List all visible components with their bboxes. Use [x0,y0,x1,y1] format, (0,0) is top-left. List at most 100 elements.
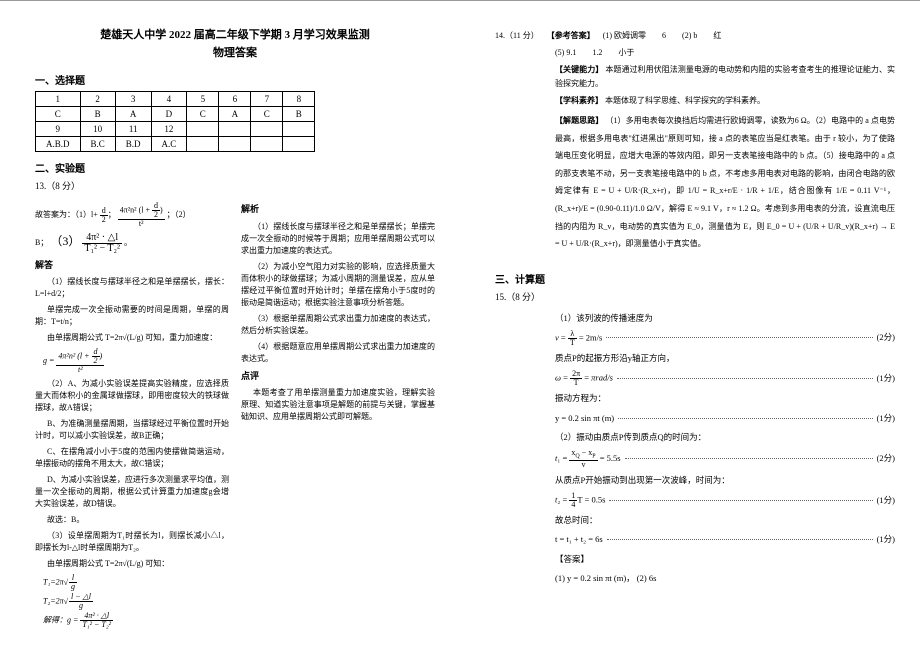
ans: (1) y = 0.2 sin πt (m)， (2) 6s [555,571,895,586]
page-left: 楚雄天人中学 2022 届高二年级下学期 3 月学习效果监测 物理答案 一、选择… [0,0,460,650]
text: （3） [50,234,80,248]
l4b: t₁ = xQ − xPv = 5.5s [555,449,621,469]
think-label: 【解题思路】 [555,116,603,125]
cell: 6 [219,92,251,107]
p: （2）A、为减小实验误差提高实验精度，应选择质量大而体积小的金属球做摆球，即用密… [35,378,229,414]
ans5-line: (5) 9.1 1.2 小于 [495,46,895,60]
cell: 7 [251,92,283,107]
dots [618,418,872,419]
ans-hdr: 【答案】 [555,552,895,567]
ans2: (2) b [682,31,697,40]
ans1: (1) 欧姆调零 [603,31,646,40]
l2b-line: ω = 2πT = πrad/s (1分) [555,370,895,387]
ans2b: 红 [713,31,721,40]
text: 故答案为：（1）l+ [35,210,98,219]
think-text: （1）多用电表每次换挡后均需进行欧姆调零，读数为6 Ω。（2）电路中的 a 点电… [555,116,895,248]
ans1b: 6 [662,31,666,40]
formula: T₁=2πlg [35,574,229,591]
cell: 9 [36,122,81,137]
q15-body: （1）该列波的传播速度为 v = λT = 2m/s (2分) 质点P的起振方形… [495,311,895,587]
pts: (1分) [877,371,895,386]
p: 由单摆周期公式 T=2π√(L/g) 可知，重力加速度： [35,332,229,344]
l6b: t = t₁ + t₂ = 6s [555,532,603,547]
l3a: 振动方程为： [555,391,895,406]
subj-label: 【学科素养】 [555,96,603,105]
pts: (2分) [877,451,895,466]
q13-given3: B； （3） 4π² · △lT₁² − T₂² 。 [35,232,229,254]
l2b: ω = 2πT = πrad/s [555,370,613,387]
cell: C [187,107,219,122]
cell: 2 [80,92,115,107]
formula: 解得：g = 4π² · △lT₁² − T₂² [35,612,229,629]
cell: 4 [151,92,187,107]
cell: A [115,107,151,122]
review-hdr: 点评 [241,370,435,384]
cell: 3 [115,92,151,107]
ref-ans-label: 【参考答案】 [547,31,595,40]
q14-label: 14.（11 分） [495,31,539,40]
p: B、为准确测量摆周期，当摆球经过平衡位置时开始计时，可以减小实验误差，故B正确； [35,418,229,442]
q14-block: 14.（11 分） 【参考答案】 (1) 欧姆调零 6 (2) b 红 (5) … [495,29,895,253]
text: ；（2） [167,210,191,219]
l4a: （2）振动由质点P传到质点Q的时间为： [555,430,895,445]
formula: T₂=2πl − △lg [35,593,229,610]
l1b-line: v = λT = 2m/s (2分) [555,330,895,347]
key-label: 【关键能力】 [555,65,603,74]
q13-label: 13.（8 分） [35,179,435,192]
q13-given: 故答案为：（1）l+ d2； 4π²n² (l + d2)t² ；（2） [35,202,229,228]
p: 本题考查了用单摆测量重力加速度实验，理解实验原理、知道实验注意事项是解题的前提与… [241,387,435,423]
l2a: 质点P的起振方形沿y轴正方向， [555,351,895,366]
key-block: 【关键能力】 本题通过利用伏阻法测量电源的电动势和内阻的实验考查考生的推理论证能… [495,63,895,90]
cell: B [80,107,115,122]
answer-table: 1 2 3 4 5 6 7 8 C B A D C A C B 9 10 11 … [35,91,315,152]
dots [625,458,873,459]
p: D、为减小实验误差，应进行多次测量求平均值，测量一次全振动的周期，根据公式计算重… [35,474,229,510]
fraction: 4π²n² (l + d2)t² [118,202,165,228]
cell: 1 [36,92,81,107]
p: （4）根据题意应用单摆周期公式求出重力加速度的表达式。 [241,341,435,365]
l6a: 故总时间： [555,513,895,528]
cell: D [151,107,187,122]
p: 故选：B。 [35,514,229,526]
subj-text: 本题体现了科学思维、科学探究的学科素养。 [605,96,765,105]
cell: C [251,107,283,122]
l5b: t₂ = 14T = 0.5s [555,492,605,509]
dots [609,500,872,501]
ans5c: 小于 [618,48,634,57]
cell: A.C [151,137,187,152]
l5a: 从质点P开始振动到出现第一次波峰，时间为： [555,473,895,488]
cell: 8 [283,92,315,107]
l4b-line: t₁ = xQ − xPv = 5.5s (2分) [555,449,895,469]
p: 由单摆周期公式 T=2π√(L/g) 可知： [35,558,229,570]
pts: (2分) [877,330,895,345]
ans5b: 1.2 [592,48,602,57]
dots [617,378,873,379]
cell: B.D [115,137,151,152]
l6b-line: t = t₁ + t₂ = 6s (1分) [555,532,895,547]
cell: A.B.D [36,137,81,152]
cell: 12 [151,122,187,137]
cell: B.C [80,137,115,152]
l3b: y = 0.2 sin πt (m) [555,411,614,426]
think-block: 【解题思路】 （1）多用电表每次换挡后均需进行欧姆调零，读数为6 Ω。（2）电路… [495,112,895,253]
pts: (1分) [877,532,895,547]
p: 单摆完成一次全振动需要的时间是周期，单摆的周期：T=t/n； [35,304,229,328]
cell: 10 [80,122,115,137]
p: （2）为减小空气阻力对实验的影响，应选择质量大而体积小的球做摆球；为减小周期的测… [241,261,435,309]
p: （3）设单摆周期为T₁时摆长为l，则摆长减小△l，即摆长为l-△l时单摆周期为T… [35,530,229,554]
pts: (1分) [877,411,895,426]
section2-header: 二、实验题 [35,160,435,175]
fraction: d2 [100,207,108,224]
cell: B [283,107,315,122]
section3-header: 三、计算题 [495,271,895,286]
dots [606,337,872,338]
q13-left-col: 故答案为：（1）l+ d2； 4π²n² (l + d2)t² ；（2） B； … [35,198,229,631]
cell: 11 [115,122,151,137]
pts: (1分) [877,493,895,508]
cell: A [219,107,251,122]
fraction: 4π² · △lT₁² − T₂² [82,233,122,254]
cell: 5 [187,92,219,107]
dots [607,539,873,540]
answer-hdr: 解答 [35,259,229,273]
title-block: 楚雄天人中学 2022 届高二年级下学期 3 月学习效果监测 物理答案 [35,26,435,60]
